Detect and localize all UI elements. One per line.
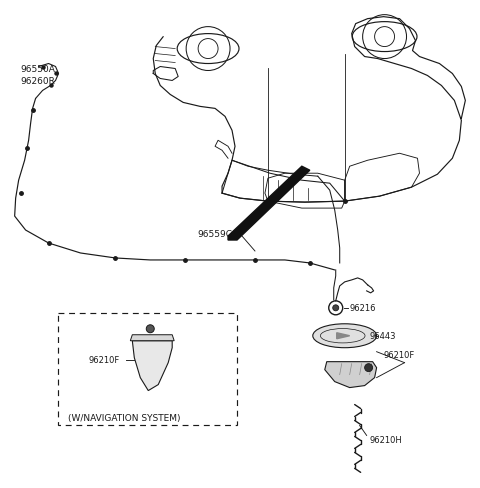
- Polygon shape: [132, 341, 172, 391]
- Circle shape: [365, 364, 372, 372]
- Polygon shape: [325, 362, 377, 388]
- Polygon shape: [130, 335, 174, 341]
- Ellipse shape: [313, 324, 377, 348]
- Text: (W/NAVIGATION SYSTEM): (W/NAVIGATION SYSTEM): [69, 413, 181, 422]
- Bar: [58, 313, 237, 426]
- Polygon shape: [336, 333, 350, 339]
- Text: 96550A: 96550A: [21, 65, 56, 74]
- Text: 96559C: 96559C: [197, 229, 232, 238]
- Text: 96443: 96443: [370, 331, 396, 341]
- Text: 96210F: 96210F: [88, 355, 120, 365]
- Text: 96210H: 96210H: [370, 435, 402, 444]
- Text: 96260R: 96260R: [21, 77, 56, 86]
- Polygon shape: [228, 167, 310, 241]
- Text: 96210F: 96210F: [384, 350, 415, 360]
- Circle shape: [146, 325, 154, 333]
- Circle shape: [333, 305, 339, 311]
- Text: 96216: 96216: [350, 304, 376, 313]
